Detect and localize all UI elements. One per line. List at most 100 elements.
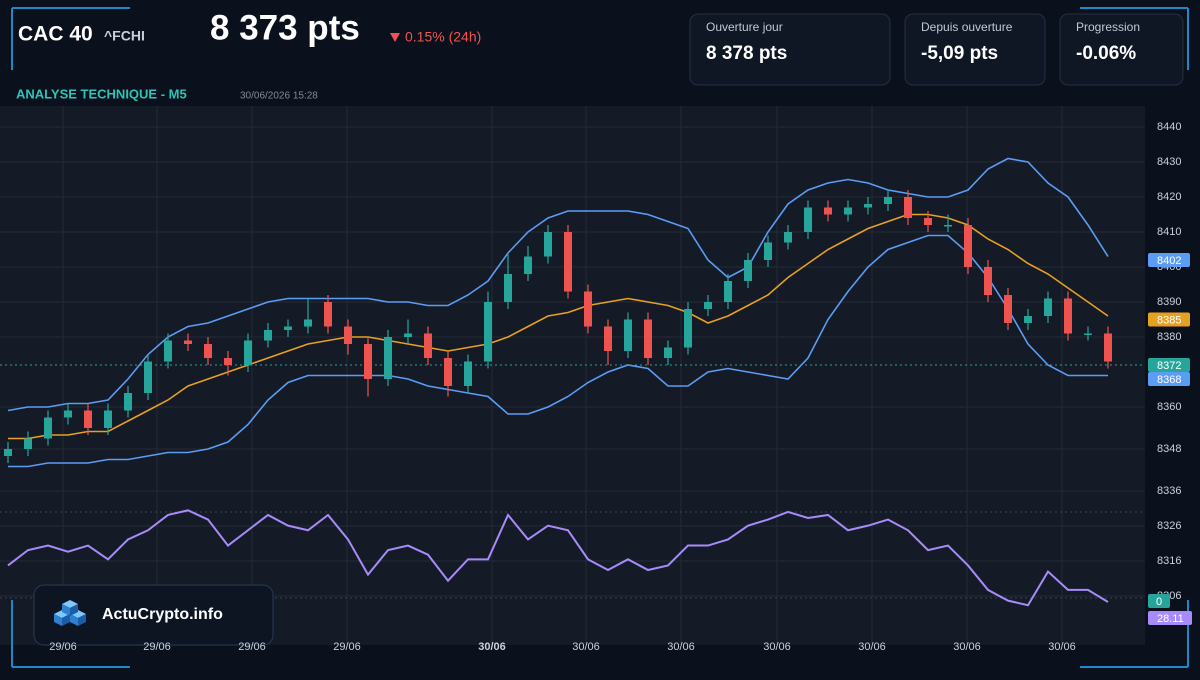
candle-body — [124, 393, 132, 411]
stat-card-value: -0.06% — [1076, 43, 1136, 64]
cards: Ouverture jour 8 378 pts Depuis ouverture -… — [689, 13, 1184, 86]
candle-body — [504, 274, 512, 302]
candle-body — [664, 347, 672, 358]
candle-body — [904, 197, 912, 218]
candle-body — [44, 417, 52, 439]
candle-body — [704, 302, 712, 309]
candle-body — [1084, 333, 1092, 335]
y-tick-label: 8336 — [1157, 485, 1181, 497]
candle-body — [824, 207, 832, 215]
candle-body — [684, 309, 692, 348]
zero-badge-label: 0 — [1156, 596, 1162, 608]
candle-body — [804, 207, 812, 232]
x-tick-label: 30/06 — [478, 641, 506, 653]
price-badge-label: 8368 — [1157, 374, 1181, 386]
price-badge — [1148, 312, 1190, 327]
down-arrow — [390, 33, 400, 42]
candle-body — [104, 410, 112, 428]
candle-body — [1044, 298, 1052, 316]
candle-body — [744, 260, 752, 281]
price-badge — [1148, 358, 1190, 372]
price-badge — [1148, 372, 1190, 386]
x-tick-label: 30/06 — [858, 641, 886, 653]
symbol: CAC 40 — [18, 23, 93, 46]
stat-card — [904, 13, 1046, 86]
plot-area — [0, 106, 1145, 645]
x-tick-label: 30/06 — [572, 641, 600, 653]
candle-body — [84, 410, 92, 428]
band-line — [8, 234, 1108, 468]
candle-body — [404, 333, 412, 337]
stat-card-value: -5,09 pts — [921, 43, 998, 64]
ticker: ^FCHI — [104, 28, 145, 44]
x-tick-label: 29/06 — [49, 641, 77, 653]
candle-body — [384, 337, 392, 379]
price-badge-label: 8385 — [1157, 314, 1181, 326]
x-tick-label: 30/06 — [953, 641, 981, 653]
candle-body — [764, 242, 772, 260]
candle-body — [184, 340, 192, 344]
candle-body — [464, 361, 472, 386]
candle-body — [264, 330, 272, 341]
stat-card-label: Ouverture jour — [706, 20, 783, 34]
candle-body — [1064, 298, 1072, 334]
change: 0.15% (24h) — [405, 29, 481, 45]
candle-body — [564, 232, 572, 292]
candle-body — [204, 344, 212, 358]
rsi-badge-label: 28.11 — [1157, 613, 1184, 625]
stat-card-label: Progression — [1076, 20, 1140, 34]
x-tick-label: 30/06 — [667, 641, 695, 653]
candle-body — [484, 302, 492, 362]
candle-body — [444, 358, 452, 386]
subtitle: ANALYSE TECHNIQUE - M5 — [16, 86, 187, 101]
candle-body — [24, 438, 32, 449]
candle-body — [944, 225, 952, 227]
stat-card-label: Depuis ouverture — [921, 20, 1013, 34]
candle-body — [844, 207, 852, 215]
y-tick-label: 8390 — [1157, 296, 1181, 308]
candle-body — [304, 319, 312, 327]
price: 8 373 pts — [210, 8, 360, 47]
logo-text: ActuCrypto.info — [102, 606, 223, 623]
candle-body — [164, 340, 172, 362]
x-tick-label: 30/06 — [763, 641, 791, 653]
x-tick-label: 29/06 — [238, 641, 266, 653]
candle-body — [924, 218, 932, 225]
rsi-line — [7, 509, 1109, 607]
candle-body — [224, 358, 232, 365]
rsi-badge — [1148, 610, 1192, 625]
candle-body — [1004, 295, 1012, 323]
price-badge-label: 8372 — [1157, 360, 1181, 372]
candle-body — [144, 361, 152, 393]
candle-body — [524, 256, 532, 274]
x-tick-label: 29/06 — [143, 641, 171, 653]
stat-card — [689, 13, 891, 86]
y-tick-label: 8348 — [1157, 443, 1181, 455]
candle-body — [284, 326, 292, 330]
stat-card — [1059, 13, 1184, 86]
candle-body — [364, 344, 372, 379]
x-tick-label: 30/06 — [1048, 641, 1076, 653]
candle-body — [344, 326, 352, 344]
candle-body — [884, 197, 892, 204]
candle-body — [604, 326, 612, 351]
y-tick-label: 8326 — [1157, 520, 1181, 532]
y-tick-label: 8380 — [1157, 331, 1181, 343]
candle-body — [644, 319, 652, 358]
candle-body — [984, 267, 992, 295]
logo-icon — [54, 600, 86, 626]
y-tick-label: 8430 — [1157, 156, 1181, 168]
candle-body — [424, 333, 432, 358]
candle-body — [584, 291, 592, 327]
candle-body — [724, 281, 732, 302]
candle-body — [324, 302, 332, 327]
y-tick-label: 8420 — [1157, 191, 1181, 203]
x-tick-label: 29/06 — [333, 641, 361, 653]
price-badge-label: 8402 — [1157, 255, 1181, 267]
candle-body — [864, 204, 872, 208]
timestamp: 30/06/2026 15:28 — [240, 91, 318, 102]
candle-body — [784, 232, 792, 243]
y-tick-label: 8360 — [1157, 401, 1181, 413]
candle-body — [64, 410, 72, 418]
